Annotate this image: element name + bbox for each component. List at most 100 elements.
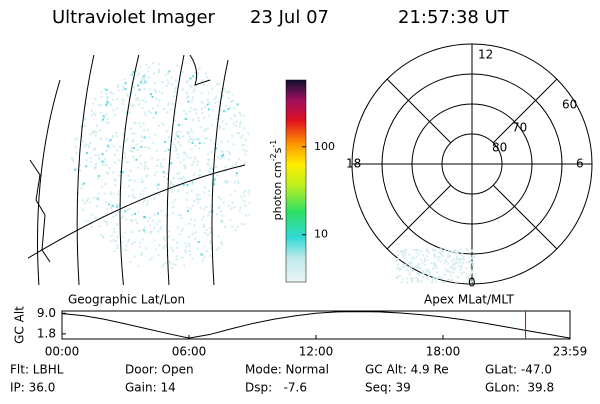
pixel [229, 194, 232, 197]
pixel [72, 160, 75, 163]
pixel [162, 236, 165, 239]
pixel [161, 92, 164, 95]
pixel [179, 213, 182, 216]
pixel [78, 164, 81, 167]
pixel [128, 207, 131, 210]
pixel [161, 265, 164, 268]
pixel [121, 98, 124, 101]
pixel [133, 196, 136, 199]
pixel [242, 191, 245, 194]
pixel [247, 192, 250, 195]
pixel [167, 249, 170, 252]
pixel [174, 90, 177, 93]
pixel [460, 253, 463, 256]
pixel [129, 179, 132, 182]
pixel [176, 86, 179, 89]
pixel [131, 188, 134, 191]
pixel [153, 174, 156, 177]
pixel [253, 130, 255, 132]
pixel [133, 86, 136, 89]
pixel [471, 269, 474, 272]
pixel [194, 85, 197, 88]
pixel [207, 211, 210, 214]
pixel [115, 131, 118, 134]
pixel [99, 112, 102, 115]
pixel [133, 255, 136, 258]
pixel [234, 124, 237, 127]
pixel [133, 77, 136, 80]
pixel [234, 190, 237, 193]
pixel [238, 112, 241, 115]
pixel [178, 136, 181, 139]
pixel [190, 181, 193, 184]
pixel [172, 177, 175, 180]
pixel [130, 105, 133, 108]
pixel [203, 83, 206, 86]
pixel [123, 78, 126, 81]
pixel [414, 265, 417, 268]
pixel [233, 206, 236, 209]
pixel [427, 251, 430, 254]
pixel [140, 181, 143, 184]
pixel [141, 106, 144, 109]
pixel [221, 95, 224, 98]
pixel [171, 201, 174, 204]
pixel [136, 74, 139, 77]
pixel [208, 101, 211, 104]
pixel [165, 172, 168, 175]
pixel [90, 156, 93, 159]
pixel [107, 145, 110, 148]
pixel [439, 256, 442, 259]
pixel [209, 210, 212, 213]
pixel [189, 110, 192, 113]
pixel [82, 118, 85, 121]
pixel [145, 81, 148, 84]
pixel [97, 104, 100, 107]
pixel [403, 249, 406, 252]
pixel [204, 72, 207, 75]
pixel [112, 215, 115, 218]
pixel [454, 266, 457, 269]
pixel [208, 170, 211, 173]
pixel [433, 254, 436, 257]
pixel [172, 205, 175, 208]
pixel [166, 79, 169, 82]
pixel [158, 244, 161, 247]
pixel [122, 85, 125, 88]
pixel [190, 137, 193, 140]
pixel [94, 154, 97, 157]
pixel [228, 158, 231, 161]
pixel [240, 136, 243, 139]
pixel [472, 261, 475, 264]
pixel [94, 97, 97, 100]
pixel [230, 101, 233, 104]
pixel [95, 131, 98, 134]
pixel [164, 74, 167, 77]
pixel [128, 103, 131, 106]
pixel [175, 255, 178, 258]
pixel [226, 150, 229, 153]
pixel [167, 72, 170, 75]
pixel [136, 97, 139, 100]
pixel [224, 123, 227, 126]
x-tick-label: 18:00 [426, 345, 461, 359]
pixel [454, 260, 457, 263]
pixel [90, 114, 93, 117]
pixel [234, 115, 237, 118]
pixel [210, 204, 213, 207]
pixel [238, 125, 241, 128]
pixel [408, 274, 411, 277]
pixel [144, 187, 147, 190]
pixel [140, 254, 143, 257]
pixel [112, 98, 115, 101]
pixel [176, 246, 179, 249]
pixel [235, 229, 238, 232]
pixel [94, 147, 97, 150]
pixel [116, 149, 119, 152]
pixel [197, 120, 200, 123]
pixel [408, 253, 411, 256]
pixel [147, 146, 150, 149]
pixel [108, 202, 111, 205]
pixel [93, 165, 96, 168]
pixel [206, 98, 209, 101]
